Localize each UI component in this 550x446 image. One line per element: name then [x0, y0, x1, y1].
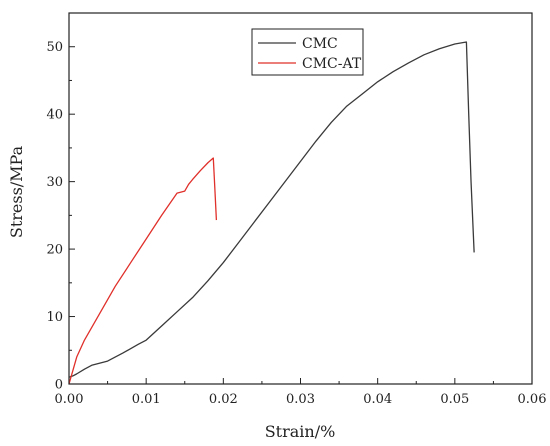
x-tick-label: 0.06 [518, 392, 547, 407]
x-tick-label: 0.01 [132, 392, 161, 407]
y-tick-label: 40 [46, 108, 63, 123]
x-axis-title: Strain/% [265, 422, 336, 441]
x-tick-label: 0.04 [363, 392, 392, 407]
x-tick-label: 0.03 [286, 392, 315, 407]
legend-label-cmc: CMC [302, 36, 338, 52]
y-tick-label: 50 [46, 40, 63, 55]
legend-label-cmc-at: CMC-AT [302, 56, 362, 72]
series-line-cmc-at [68, 157, 218, 385]
x-tick-label: 0.02 [209, 392, 238, 407]
series-line-cmc [68, 41, 475, 378]
y-tick-label: 20 [46, 243, 63, 258]
y-tick-label: 0 [55, 378, 63, 393]
legend-box [251, 28, 364, 76]
y-axis-title: Stress/MPa [7, 145, 26, 238]
x-tick-label: 0.05 [440, 392, 469, 407]
y-tick-label: 10 [46, 310, 63, 325]
y-tick-label: 30 [46, 175, 63, 190]
x-tick-label: 0.00 [55, 392, 84, 407]
